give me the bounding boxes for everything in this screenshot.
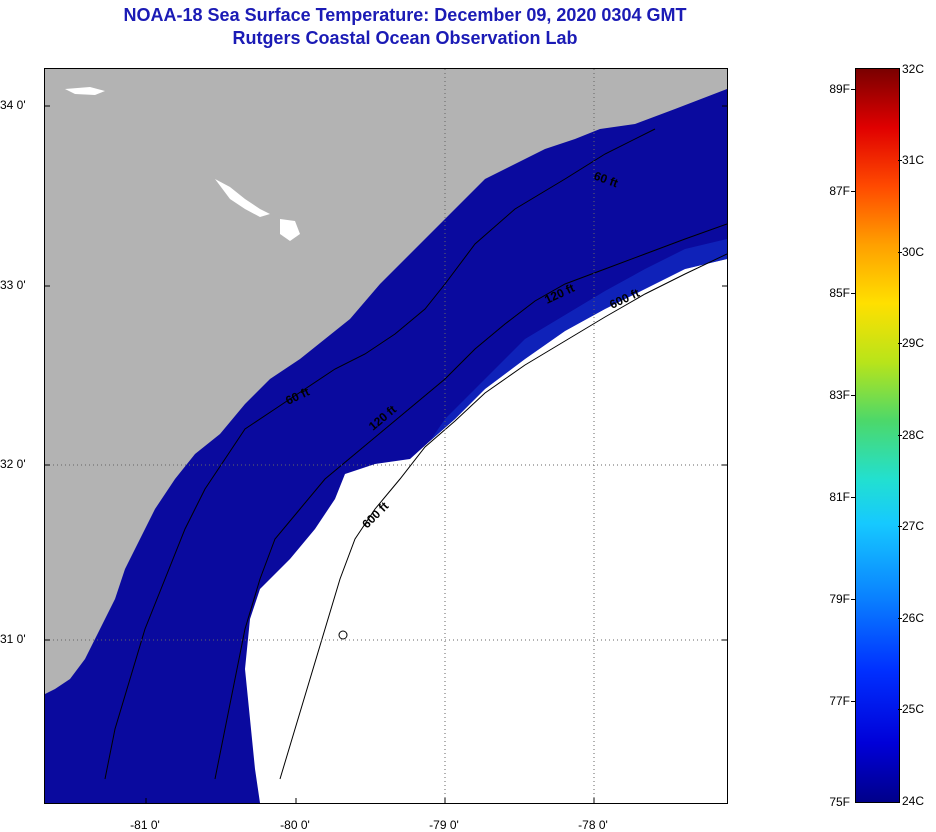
isobath-600ft [279,253,727,780]
inland-lake [280,219,300,241]
isobath-60ft [104,128,656,780]
sst-map[interactable]: 60 ft 120 ft 600 ft 60 ft 120 ft 600 ft [44,68,728,804]
longitude-label: -79 0' [429,818,459,832]
isobath-120ft [214,223,727,780]
latitude-label: 33 0' [0,278,26,292]
latitude-label: 32 0' [0,457,26,471]
colorbar-label-c: 31C [902,153,925,167]
longitude-label: -80 0' [280,818,310,832]
colorbar-label-f: 77F [829,694,850,708]
colorbar-label-c: 32C [902,62,925,76]
colorbar-label-c: 27C [902,519,925,533]
nearshore-band [430,239,727,441]
colorbar-label-c: 29C [902,336,925,350]
map-title: NOAA-18 Sea Surface Temperature: Decembe… [123,5,687,25]
colorbar-label-c: 26C [902,611,925,625]
axis-ticks [45,105,727,803]
longitude-label: -81 0' [130,818,160,832]
sst-map-image: 60 ft 120 ft 600 ft 60 ft 120 ft 600 ft [45,69,727,803]
buoy-marker[interactable] [338,630,348,640]
colorbar-label-c: 24C [902,794,925,808]
latitude-label: 31 0' [0,632,26,646]
colorbar-label-f: 89F [829,82,850,96]
colorbar-label-f: 85F [829,286,850,300]
inland-lake [65,87,105,95]
map-subtitle: Rutgers Coastal Ocean Observation Lab [232,28,578,48]
colorbar-label-f: 75F [829,795,850,809]
latitude-label: 34 0' [0,98,26,112]
colorbar-label-c: 28C [902,428,925,442]
colorbar-label-f: 79F [829,592,850,606]
inland-lake [215,179,270,217]
colorbar-label-c: 30C [902,245,925,259]
land [45,69,727,694]
temperature-colorbar [855,68,900,803]
colorbar-label-f: 81F [829,490,850,504]
colorbar-label-f: 87F [829,184,850,198]
longitude-label: -78 0' [578,818,608,832]
colorbar-label-f: 83F [829,388,850,402]
cloud-cover [245,259,727,803]
colorbar-label-c: 25C [902,702,925,716]
